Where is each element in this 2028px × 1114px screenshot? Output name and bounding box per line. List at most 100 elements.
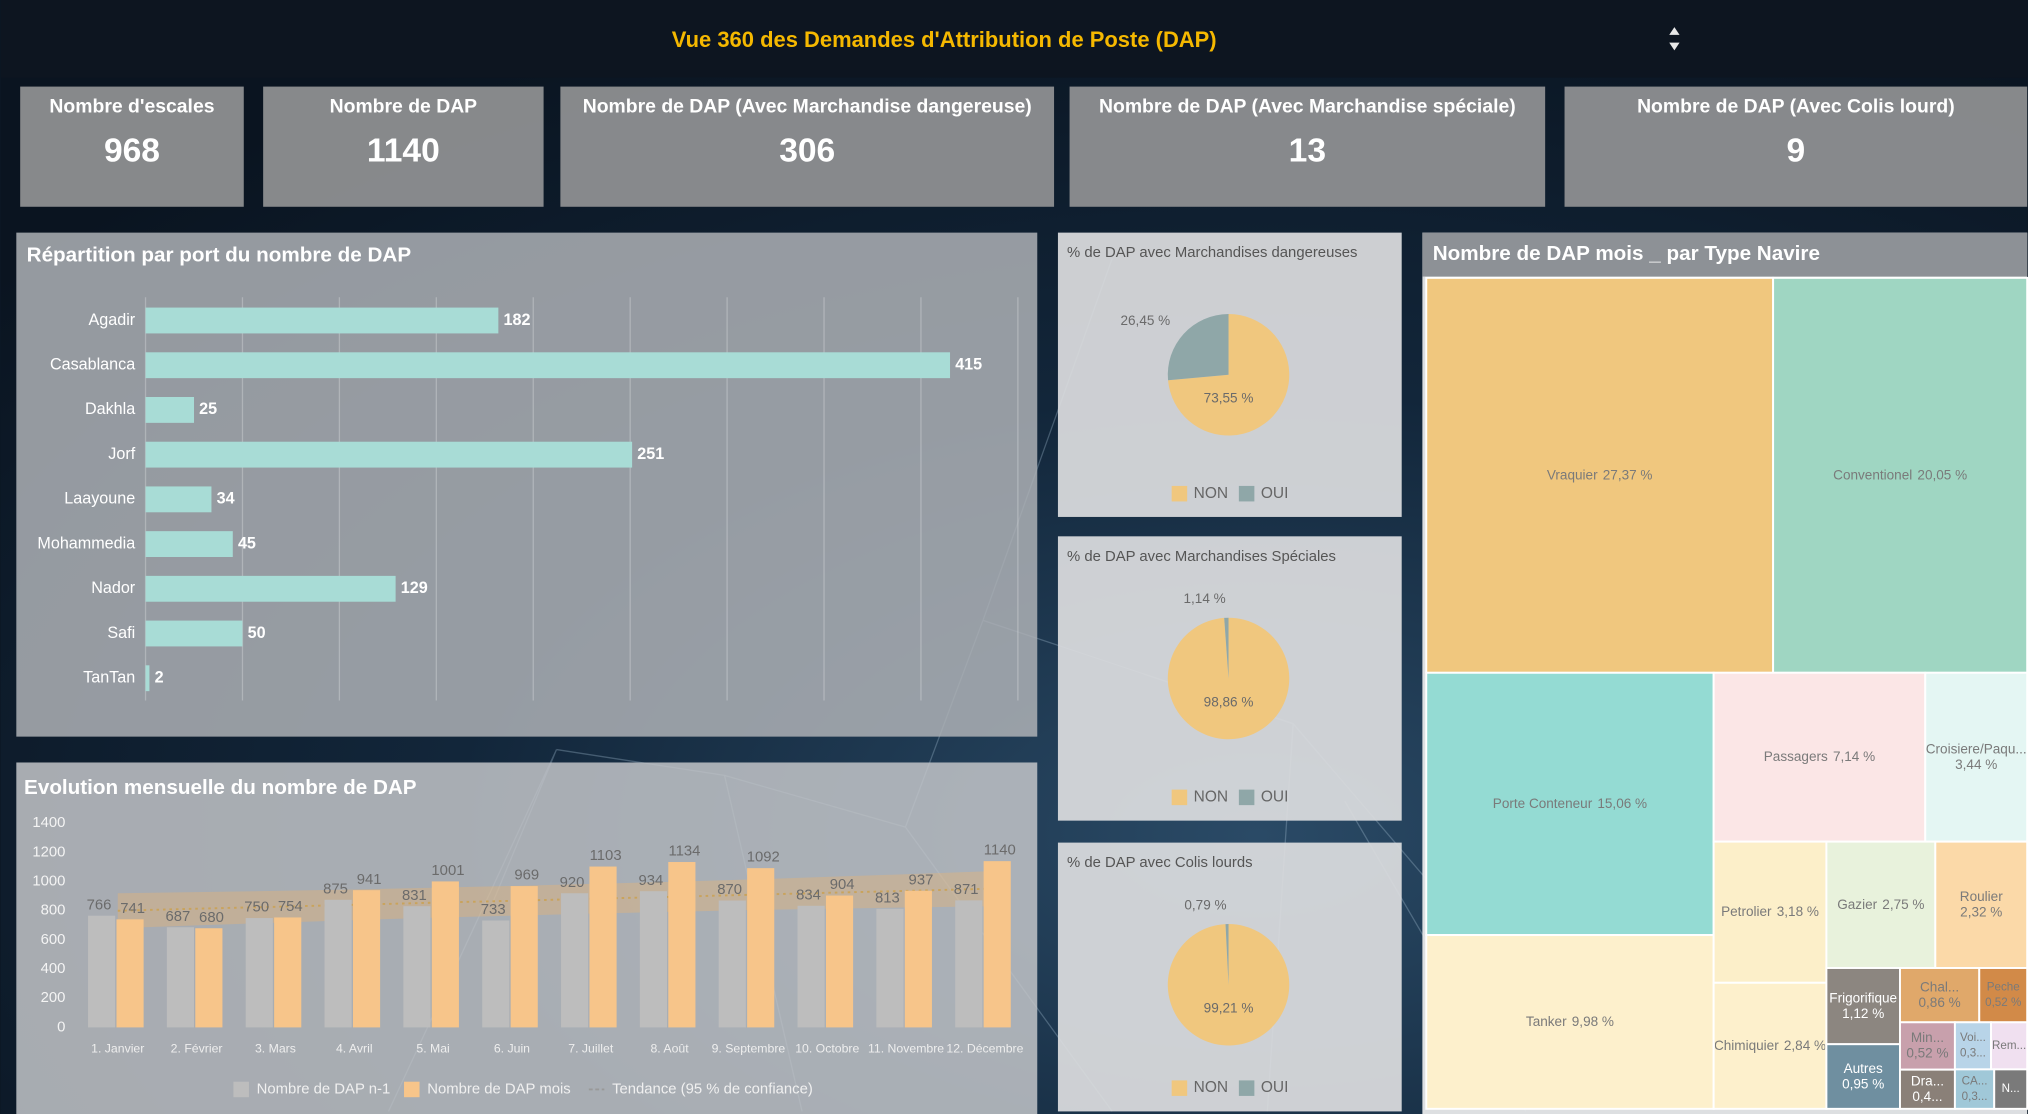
tile-value: 0,4...: [1912, 1089, 1942, 1104]
bar: [561, 893, 589, 1028]
treemap-tile: [1934, 840, 2028, 969]
data-label: 904: [830, 877, 855, 893]
tile-value: 2,75 %: [1882, 896, 1924, 911]
bar: [482, 920, 510, 1028]
kpi-value: 306: [779, 132, 835, 169]
bar: [904, 890, 932, 1028]
kpi-label: Nombre de DAP (Avec Colis lourd): [1637, 95, 1955, 117]
data-label: 920: [560, 875, 585, 891]
bar: [195, 928, 223, 1028]
data-label: 99,21 %: [1204, 1001, 1254, 1016]
data-label: 870: [717, 882, 742, 898]
kpi-card: [20, 86, 244, 207]
bar: [145, 307, 499, 334]
tile-value: 20,05 %: [1917, 467, 1967, 482]
tile-label: N...: [2002, 1082, 2020, 1095]
tile-label: Dra... 0,4...: [1911, 1073, 1944, 1104]
data-label: 754: [278, 899, 303, 915]
treemap-tile: [1993, 1068, 2028, 1110]
data-label: 98,86 %: [1204, 694, 1254, 709]
pie-slice: [1168, 314, 1290, 436]
tile-label: CA... 0,3...: [1962, 1074, 1988, 1103]
kpi-value: 13: [1289, 132, 1326, 169]
kpi-value: 9: [1787, 132, 1806, 169]
panel-title: % de DAP avec Marchandises Spéciales: [1067, 549, 1336, 565]
tile-label: Rem...: [1992, 1039, 2026, 1052]
data-label: 415: [955, 355, 982, 373]
tile-value: 2,84 %: [1784, 1037, 1826, 1052]
tile-value: 3,44 %: [1955, 757, 1997, 772]
data-label: 25: [199, 400, 217, 418]
legend-swatch: [1171, 485, 1188, 502]
y-tick-label: Mohammedia: [37, 534, 135, 552]
data-label: 813: [875, 890, 900, 906]
treemap-tile: [1978, 967, 2028, 1024]
bar: [510, 886, 538, 1028]
treemap-tile: [1425, 276, 1775, 674]
x-tick-label: 10. Octobre: [795, 1042, 859, 1056]
tile-name: Min...: [1911, 1030, 1944, 1045]
legend-label: NON: [1194, 485, 1228, 502]
legend-swatch: [1238, 485, 1255, 502]
data-label: 1092: [747, 850, 780, 866]
x-tick-label: 6. Juin: [494, 1042, 530, 1056]
tile-value: 0,52 %: [1985, 996, 2021, 1009]
bar: [145, 665, 150, 692]
bar: [145, 620, 243, 647]
tile-name: Petrolier: [1721, 904, 1772, 919]
data-label: 34: [217, 490, 235, 508]
y-tick-label: 0: [57, 1019, 65, 1035]
data-label: 834: [796, 887, 821, 903]
tile-value: 0,95 %: [1842, 1076, 1884, 1091]
y-tick-label: Safi: [107, 624, 135, 642]
tile-name: Tanker: [1526, 1014, 1567, 1029]
y-tick-label: 1000: [32, 873, 65, 889]
panel-title: % de DAP avec Marchandises dangereuses: [1067, 245, 1357, 261]
tile-name: Conventionel: [1833, 467, 1912, 482]
y-tick-label: Dakhla: [85, 400, 135, 418]
bar: [352, 890, 381, 1028]
data-label: 1001: [431, 863, 464, 879]
tile-label: Vraquier 27,37 %: [1547, 467, 1653, 482]
bar: [245, 918, 273, 1028]
kpi-value: 968: [104, 132, 160, 169]
y-tick-label: Nador: [91, 579, 136, 597]
y-tick-label: 600: [41, 932, 66, 948]
kpi-label: Nombre de DAP (Avec Marchandise dangereu…: [583, 95, 1032, 117]
tile-name: Vraquier: [1547, 467, 1598, 482]
x-tick-label: 2. Février: [171, 1042, 223, 1056]
treemap-tile: [1425, 671, 1715, 937]
tile-name: Rem...: [1992, 1039, 2026, 1052]
y-tick-label: 1400: [32, 815, 65, 831]
bar: [403, 906, 431, 1028]
treemap-tile: [1953, 1068, 1996, 1110]
x-tick-label: 11. Novembre: [868, 1042, 944, 1056]
legend-swatch: [404, 1081, 420, 1098]
data-label: 1140: [984, 843, 1016, 859]
bar: [876, 908, 904, 1028]
bar: [983, 861, 1011, 1028]
treemap-tile: [1990, 1021, 2028, 1071]
kpi-value: 1140: [367, 132, 440, 169]
tile-label: Tanker 9,98 %: [1526, 1014, 1614, 1029]
tile-name: Gazier: [1837, 896, 1877, 911]
tile-name: Autres: [1844, 1060, 1883, 1075]
tile-label: Porte Conteneur 15,06 %: [1493, 795, 1647, 810]
bar: [145, 531, 233, 557]
legend-label: Nombre de DAP mois: [427, 1081, 570, 1097]
treemap-tile: [1772, 276, 2028, 674]
data-label: 0,79 %: [1184, 897, 1226, 912]
data-label: 733: [481, 902, 506, 918]
sort-icon[interactable]: [1669, 27, 1680, 51]
tile-name: Croisiere/Paqu...: [1926, 741, 2027, 756]
pie-slice: [1225, 924, 1229, 985]
tile-name: Frigorifique: [1829, 990, 1897, 1005]
tile-value: 15,06 %: [1597, 795, 1647, 810]
legend-label: OUI: [1261, 485, 1289, 502]
bar: [747, 868, 775, 1028]
tile-name: Porte Conteneur: [1493, 795, 1593, 810]
y-tick-label: 800: [41, 903, 66, 919]
tile-label: Passagers 7,14 %: [1764, 749, 1875, 764]
x-tick-label: 1. Janvier: [91, 1042, 144, 1056]
bar: [589, 866, 617, 1028]
